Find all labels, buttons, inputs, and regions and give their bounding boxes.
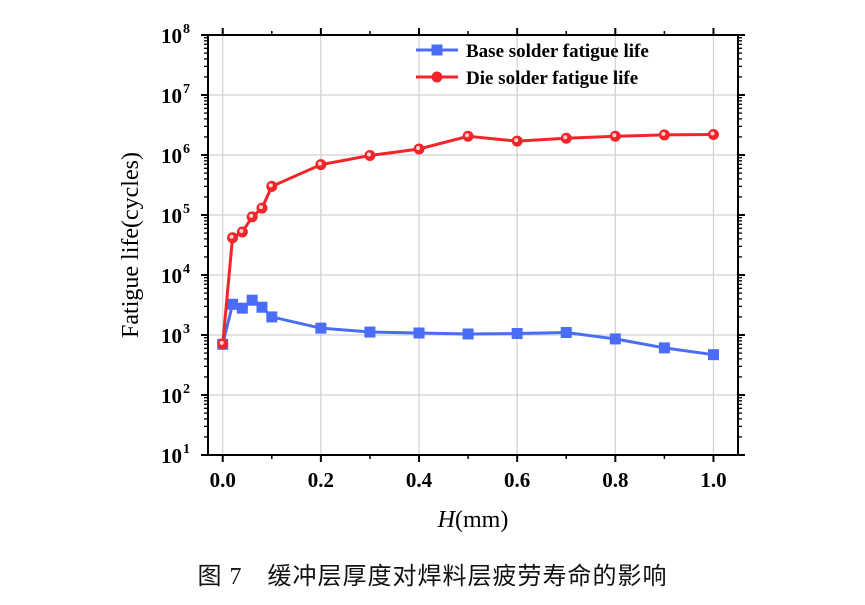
data-point-highlight bbox=[229, 234, 234, 239]
series-line-1 bbox=[221, 132, 714, 345]
data-point-highlight bbox=[465, 133, 470, 138]
y-tick-label: 10 bbox=[161, 84, 182, 108]
data-point-highlight bbox=[239, 229, 244, 234]
y-tick-exponent: 5 bbox=[183, 202, 190, 217]
y-tick-label: 10 bbox=[161, 264, 182, 288]
data-point-highlight bbox=[710, 131, 715, 136]
y-tick-label: 10 bbox=[161, 204, 182, 228]
plot-frame bbox=[207, 34, 739, 456]
y-tick-exponent: 8 bbox=[183, 22, 190, 37]
x-axis-label: H(mm) bbox=[437, 507, 509, 533]
x-tick-label: 0.8 bbox=[602, 468, 628, 492]
legend-marker-circle bbox=[431, 71, 443, 83]
data-point-square bbox=[266, 311, 278, 323]
data-point-square bbox=[246, 294, 258, 306]
data-point-highlight bbox=[258, 205, 263, 210]
data-point-highlight bbox=[514, 138, 519, 143]
data-point-square bbox=[227, 298, 239, 310]
data-point-highlight bbox=[219, 340, 224, 345]
data-point-highlight bbox=[416, 145, 421, 150]
y-tick-exponent: 1 bbox=[183, 442, 190, 457]
fatigue-life-chart: 0.0 0.2 0.4 0.6 0.8 1.010 110 210 310 410 510 610 71… bbox=[118, 22, 745, 533]
y-tick-exponent: 7 bbox=[183, 82, 190, 97]
data-point-square bbox=[658, 342, 670, 354]
data-point-square bbox=[315, 322, 327, 334]
x-axis-label-symbol: H bbox=[437, 507, 457, 533]
x-tick-label: 0.0 bbox=[210, 468, 236, 492]
y-tick-exponent: 6 bbox=[183, 142, 190, 157]
x-tick-label: 1.0 bbox=[700, 468, 726, 492]
data-point-square bbox=[511, 327, 523, 339]
data-point-square bbox=[560, 327, 572, 339]
data-point-square bbox=[236, 302, 248, 314]
data-point-square bbox=[364, 326, 376, 338]
y-tick-label: 10 bbox=[161, 384, 182, 408]
y-tick-label: 10 bbox=[161, 444, 182, 468]
data-point-square bbox=[707, 349, 719, 361]
y-tick-exponent: 3 bbox=[183, 322, 190, 337]
data-point-highlight bbox=[366, 152, 371, 157]
y-tick-label: 10 bbox=[161, 144, 182, 168]
legend-label: Base solder fatigue life bbox=[466, 41, 649, 62]
y-tick-label: 10 bbox=[161, 24, 182, 48]
y-axis-label: Fatigue life(cycles) bbox=[118, 152, 144, 338]
y-tick-label: 10 bbox=[161, 324, 182, 348]
data-point-highlight bbox=[612, 133, 617, 138]
y-tick-exponent: 4 bbox=[183, 262, 190, 277]
legend-label: Die solder fatigue life bbox=[466, 68, 638, 89]
data-point-square bbox=[256, 301, 268, 313]
data-point-highlight bbox=[563, 135, 568, 140]
x-tick-label: 0.4 bbox=[406, 468, 433, 492]
x-axis-label-unit: (mm) bbox=[455, 507, 508, 533]
y-tick-exponent: 2 bbox=[183, 382, 190, 397]
x-tick-label: 0.2 bbox=[308, 468, 334, 492]
figure-caption: 图 7 缓冲层厚度对焊料层疲劳寿命的影响 bbox=[197, 564, 668, 590]
data-point-square bbox=[609, 333, 621, 345]
data-point-highlight bbox=[249, 213, 254, 218]
x-tick-label: 0.6 bbox=[504, 468, 530, 492]
data-point-square bbox=[413, 327, 425, 339]
data-point-highlight bbox=[661, 131, 666, 136]
data-point-highlight bbox=[317, 161, 322, 166]
series-line-0 bbox=[221, 298, 714, 357]
data-point-highlight bbox=[268, 183, 273, 188]
legend-marker-square bbox=[431, 44, 443, 56]
data-point-square bbox=[462, 328, 474, 340]
